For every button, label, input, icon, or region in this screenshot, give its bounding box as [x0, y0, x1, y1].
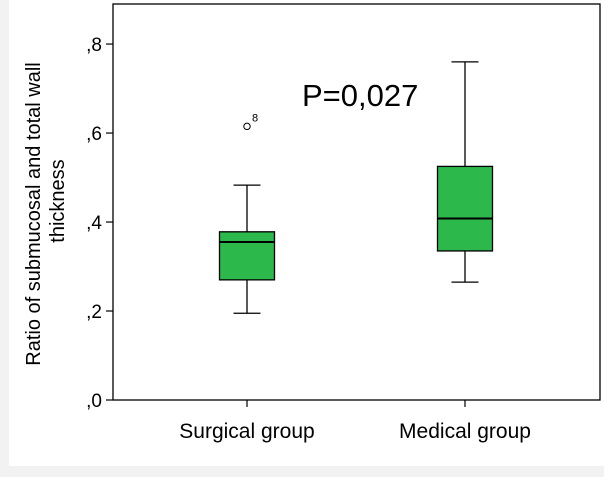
bottom-margin-strip [0, 466, 604, 477]
plot-area-frame [112, 3, 601, 401]
y-tick-label-0: ,0 [86, 391, 102, 412]
outlier-point-0-0 [243, 122, 251, 131]
y-axis-label-line1: Ratio of submucosal and total wall [23, 62, 45, 366]
box-iqr-1 [436, 165, 494, 252]
box-group-1 [436, 61, 494, 283]
y-tick-label-1: ,2 [86, 302, 102, 323]
outlier-label-0-0: 8 [252, 112, 258, 124]
y-tick-label-2: ,4 [86, 213, 102, 234]
outer-margin-strip [0, 0, 9, 477]
y-axis-label-line2: thickness [47, 159, 69, 242]
box-group-0: 8 [218, 112, 276, 314]
p-value-annotation: P=0,027 [302, 78, 418, 113]
y-tick-label-3: ,6 [86, 124, 102, 145]
y-tick-label-4: ,8 [86, 35, 102, 56]
box-iqr-0 [218, 231, 276, 281]
x-category-label-1: Medical group [399, 420, 531, 443]
x-category-label-0: Surgical group [179, 420, 314, 443]
